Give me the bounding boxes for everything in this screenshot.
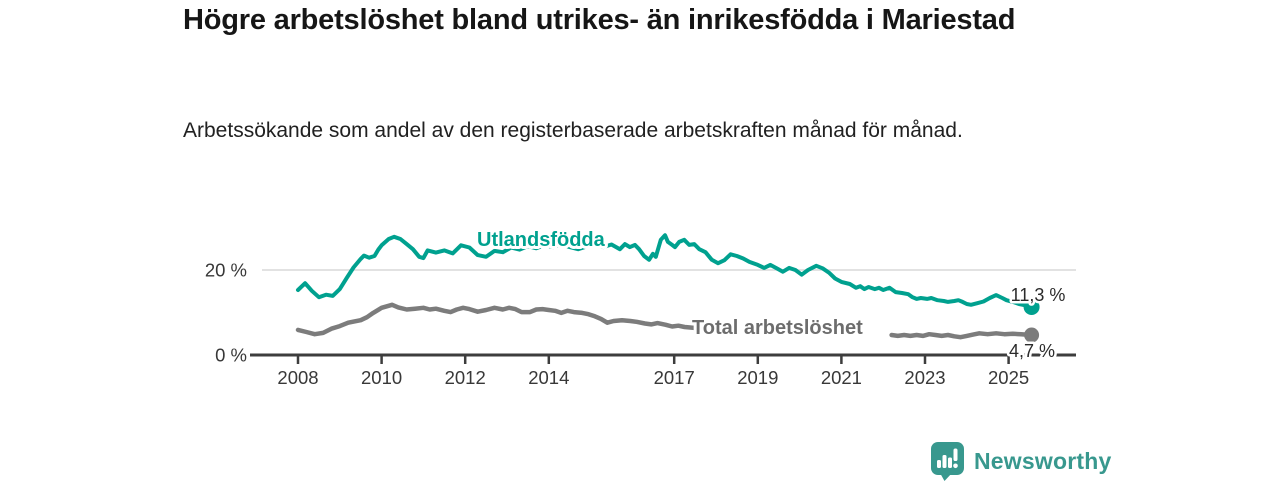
y-axis-tick-label: 20 % bbox=[205, 260, 247, 281]
chart-title: Högre arbetslöshet bland utrikes- än inr… bbox=[183, 4, 1016, 36]
series-label-utlandsfodda: Utlandsfödda bbox=[477, 229, 606, 251]
x-axis-tick-label: 2008 bbox=[277, 367, 318, 388]
series-label-total: Total arbetslöshet bbox=[692, 317, 863, 339]
series-end-dot-total bbox=[1024, 327, 1040, 343]
x-axis-tick-label: 2021 bbox=[821, 367, 862, 388]
y-axis-tick-label: 0 % bbox=[215, 345, 247, 366]
x-axis-tick-label: 2012 bbox=[445, 367, 486, 388]
x-axis-tick-label: 2010 bbox=[361, 367, 402, 388]
x-axis-tick-label: 2023 bbox=[904, 367, 945, 388]
series-line-utlandsfodda bbox=[296, 233, 1034, 309]
series-end-value-total: 4,7 % bbox=[1009, 341, 1055, 361]
line-chart: 2008 2010 2012 2014 2017 2019 2021 2023 2025 0 % 2… bbox=[0, 205, 1280, 405]
x-axis-tick-label: 2019 bbox=[737, 367, 778, 388]
series-line-total bbox=[295, 302, 700, 337]
series-end-value-utlandsfodda: 11,3 % bbox=[1011, 285, 1066, 305]
x-axis-tick-label: 2025 bbox=[988, 367, 1029, 388]
chart-svg: 2008 2010 2012 2014 2017 2019 2021 2023 2025 0 % 2… bbox=[205, 226, 1076, 388]
x-axis-tick-label: 2014 bbox=[528, 367, 569, 388]
newsworthy-logo: Newsworthy bbox=[931, 442, 1111, 481]
x-axis-tick-label: 2017 bbox=[654, 367, 695, 388]
series-line-total bbox=[889, 331, 1034, 340]
bar-chart-speech-bubble-icon bbox=[931, 442, 964, 481]
series-end-dot-utlandsfodda bbox=[1023, 298, 1040, 315]
newsworthy-logo-text: Newsworthy bbox=[974, 448, 1112, 474]
chart-subtitle: Arbetssökande som andel av den registerb… bbox=[183, 119, 963, 142]
